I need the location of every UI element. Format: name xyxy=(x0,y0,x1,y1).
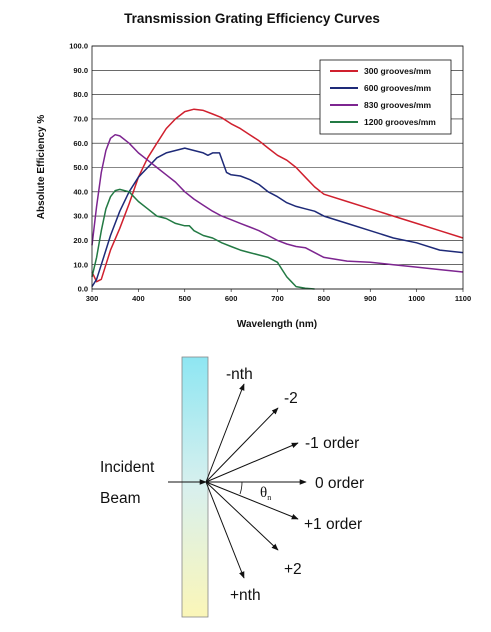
y-tick-label: 30.0 xyxy=(73,212,88,221)
series-lines xyxy=(91,108,464,290)
y-tick-label: 10.0 xyxy=(73,260,88,269)
order-arrow xyxy=(205,407,279,483)
x-tick-label: 400 xyxy=(132,294,145,303)
y-axis-label: Absolute Efficiency % xyxy=(36,115,47,220)
order-label: 0 order xyxy=(315,475,364,492)
series-line-2 xyxy=(91,147,464,287)
incident-label-line1: Incident xyxy=(100,459,155,476)
series-line-4 xyxy=(91,188,315,290)
legend-label: 830 grooves/mm xyxy=(364,100,432,110)
y-tick-label: 80.0 xyxy=(73,90,88,99)
x-tick-label: 300 xyxy=(86,294,99,303)
x-tick-label: 1000 xyxy=(408,294,425,303)
order-label: +nth xyxy=(230,587,261,604)
legend-label: 300 grooves/mm xyxy=(364,66,432,76)
order-arrow xyxy=(205,481,279,551)
y-tick-label: 70.0 xyxy=(73,115,88,124)
incident-label-line2: Beam xyxy=(100,490,141,507)
diffraction-order-arrows xyxy=(205,383,307,579)
x-tick-label: 900 xyxy=(364,294,377,303)
y-tick-labels: 0.0 10.0 20.0 30.0 40.0 50.0 60.0 70.0 80.0 90.0 1… xyxy=(69,42,88,294)
legend-label: 600 grooves/mm xyxy=(364,83,432,93)
legend-label: 1200 grooves/mm xyxy=(364,117,436,127)
order-label: -2 xyxy=(284,390,298,407)
angle-arc xyxy=(239,481,243,495)
x-tick-label: 1100 xyxy=(455,294,471,303)
legend: 300 grooves/mm 600 grooves/mm 830 grooves/… xyxy=(319,59,452,135)
order-label: +2 xyxy=(284,561,302,578)
y-tick-label: 90.0 xyxy=(73,66,88,75)
order-arrow xyxy=(205,383,245,483)
x-tick-label: 800 xyxy=(318,294,331,303)
y-tick-label: 100.0 xyxy=(69,42,88,51)
grating-plate xyxy=(181,356,209,618)
order-arrow xyxy=(205,481,245,579)
efficiency-chart: Transmission Grating Efficiency Curves 0… xyxy=(36,11,471,330)
x-axis-label: Wavelength (nm) xyxy=(237,319,317,330)
angle-theta-label: θn xyxy=(260,485,271,502)
y-tick-label: 40.0 xyxy=(73,187,88,196)
y-tick-label: 20.0 xyxy=(73,236,88,245)
chart-title: Transmission Grating Efficiency Curves xyxy=(124,11,380,26)
y-tick-label: 0.0 xyxy=(78,285,88,294)
order-label: -1 order xyxy=(305,435,359,452)
series-line-1 xyxy=(91,108,464,283)
order-label: +1 order xyxy=(304,516,362,533)
x-tick-label: 600 xyxy=(225,294,238,303)
grating-diagram: Incident Beam θn -nth -2 -1 order 0 order +1… xyxy=(100,356,364,618)
series-line-3 xyxy=(91,133,464,273)
y-tick-label: 50.0 xyxy=(73,163,88,172)
order-label: -nth xyxy=(226,366,253,383)
y-tick-label: 60.0 xyxy=(73,139,88,148)
plot-frame xyxy=(91,45,464,290)
x-tick-label: 700 xyxy=(271,294,284,303)
x-tick-labels: 300 400 500 600 700 800 900 1000 1100 xyxy=(86,289,471,303)
order-arrow xyxy=(205,442,299,483)
x-tick-label: 500 xyxy=(178,294,191,303)
order-arrow xyxy=(205,481,299,520)
